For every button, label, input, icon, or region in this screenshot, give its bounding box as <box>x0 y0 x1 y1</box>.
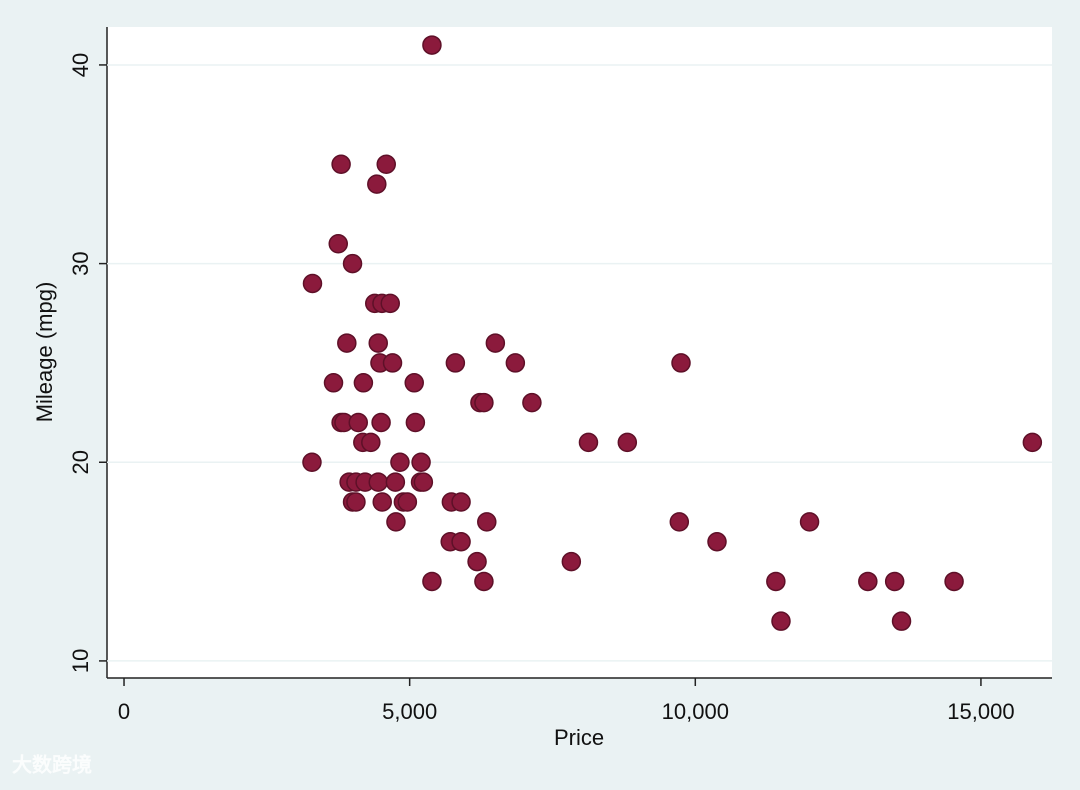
point <box>707 531 727 552</box>
point <box>799 512 820 532</box>
point <box>505 353 526 373</box>
point <box>302 273 323 294</box>
point <box>390 452 410 473</box>
point <box>451 492 471 512</box>
point <box>617 432 638 453</box>
point <box>397 492 418 512</box>
point <box>302 452 322 473</box>
point <box>323 373 344 393</box>
point <box>884 571 905 592</box>
x-tick-label: 10,000 <box>662 699 729 724</box>
point <box>361 432 381 453</box>
point <box>353 373 374 393</box>
point <box>766 571 786 592</box>
point <box>522 392 542 413</box>
point <box>385 472 406 492</box>
point <box>669 512 690 532</box>
point <box>371 412 391 433</box>
point <box>411 452 431 473</box>
point <box>368 333 388 353</box>
point <box>386 512 406 532</box>
point <box>367 174 387 194</box>
point <box>422 35 442 55</box>
plot-area <box>107 27 1052 678</box>
point <box>372 492 392 512</box>
point <box>422 571 442 592</box>
point <box>382 353 403 373</box>
point <box>380 293 400 314</box>
y-tick-label: 10 <box>68 649 93 673</box>
point <box>405 412 426 433</box>
point <box>485 333 506 353</box>
y-tick-label: 40 <box>68 53 93 77</box>
y-tick-label: 30 <box>68 251 93 275</box>
point <box>891 611 912 631</box>
point <box>474 571 494 592</box>
y-axis-title: Mileage (mpg) <box>32 282 57 423</box>
y-tick-label: 20 <box>68 450 93 474</box>
point <box>1022 432 1043 453</box>
point <box>328 233 349 254</box>
x-axis-title: Price <box>554 725 604 750</box>
point <box>404 373 424 393</box>
point <box>368 472 388 492</box>
watermark: 大数跨境 <box>12 752 92 776</box>
point <box>346 492 366 512</box>
point <box>858 571 878 592</box>
point <box>342 253 363 274</box>
point <box>348 412 368 433</box>
point <box>413 472 434 492</box>
point <box>337 333 357 353</box>
point <box>561 551 582 572</box>
point <box>451 531 471 552</box>
point <box>376 154 396 175</box>
x-tick-label: 15,000 <box>947 699 1014 724</box>
point <box>671 353 691 373</box>
point <box>771 611 791 631</box>
point <box>578 432 599 453</box>
point <box>331 154 351 175</box>
point <box>474 392 494 413</box>
x-tick-label: 0 <box>118 699 130 724</box>
point <box>477 512 497 532</box>
x-tick-label: 5,000 <box>382 699 437 724</box>
point <box>445 353 466 373</box>
point <box>467 551 487 572</box>
point <box>944 571 964 592</box>
